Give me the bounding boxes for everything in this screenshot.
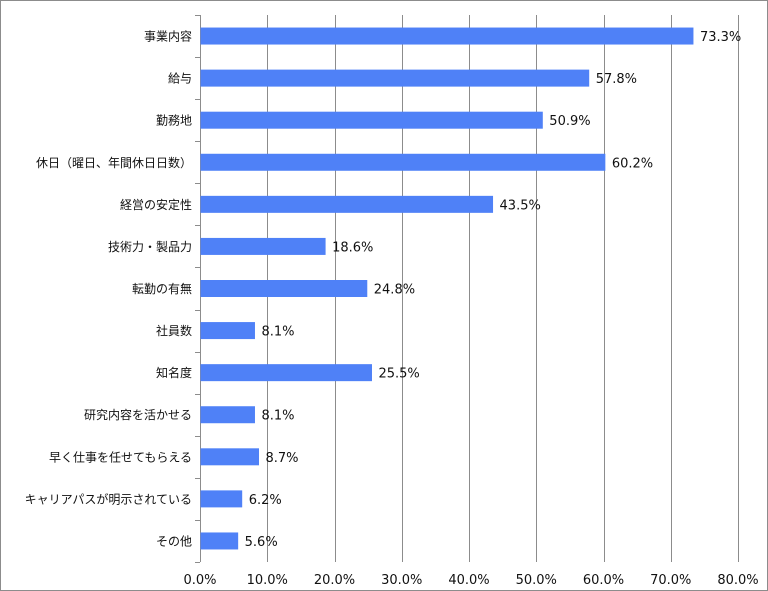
bar xyxy=(200,532,239,550)
x-tick-label: 80.0% xyxy=(717,573,758,588)
data-label: 57.8% xyxy=(596,72,637,87)
category-label: 経営の安定性 xyxy=(120,197,192,212)
x-tick-label: 40.0% xyxy=(448,573,489,588)
bar xyxy=(200,195,494,213)
category-label: 給与 xyxy=(168,72,192,86)
category-label: 早く仕事を任せてもらえる xyxy=(49,450,192,464)
x-tick-label: 30.0% xyxy=(381,573,422,588)
x-tick-label: 20.0% xyxy=(314,573,355,588)
bar xyxy=(200,322,255,340)
category-label: その他 xyxy=(156,534,192,548)
x-tick-label: 70.0% xyxy=(650,573,691,588)
bar xyxy=(200,406,255,424)
x-tick-label: 10.0% xyxy=(247,573,288,588)
category-label: 社員数 xyxy=(156,323,192,338)
x-tick-label: 0.0% xyxy=(183,573,216,588)
category-label: 研究内容を活かせる xyxy=(84,407,192,422)
bar xyxy=(200,111,543,129)
bar xyxy=(200,237,326,255)
x-tick-label: 60.0% xyxy=(583,573,624,588)
bar xyxy=(200,364,372,382)
category-label: 技術力・製品力 xyxy=(108,240,192,254)
data-label: 6.2% xyxy=(249,493,282,508)
bar xyxy=(200,490,243,508)
data-label: 73.3% xyxy=(700,30,741,45)
x-tick-label: 50.0% xyxy=(516,573,557,588)
category-label: 知名度 xyxy=(156,365,192,380)
bar xyxy=(200,69,590,87)
category-label: キャリアパスが明示されている xyxy=(25,491,192,506)
data-label: 24.8% xyxy=(374,283,415,298)
bar xyxy=(200,448,260,466)
data-label: 8.7% xyxy=(266,451,299,466)
category-label: 転勤の有無 xyxy=(132,281,192,296)
data-label: 43.5% xyxy=(500,198,541,213)
category-label: 勤務地 xyxy=(156,114,192,128)
data-label: 18.6% xyxy=(332,240,373,255)
data-label: 50.9% xyxy=(549,114,590,129)
bar xyxy=(200,153,606,171)
data-label: 5.6% xyxy=(245,535,278,550)
data-label: 60.2% xyxy=(612,156,653,171)
category-label: 事業内容 xyxy=(144,29,192,44)
bar xyxy=(200,27,694,45)
data-label: 8.1% xyxy=(261,325,294,340)
bar xyxy=(200,280,368,297)
data-label: 25.5% xyxy=(378,367,419,382)
category-label: 休日（曜日、年間休日日数） xyxy=(36,155,192,170)
data-label: 8.1% xyxy=(261,409,294,424)
